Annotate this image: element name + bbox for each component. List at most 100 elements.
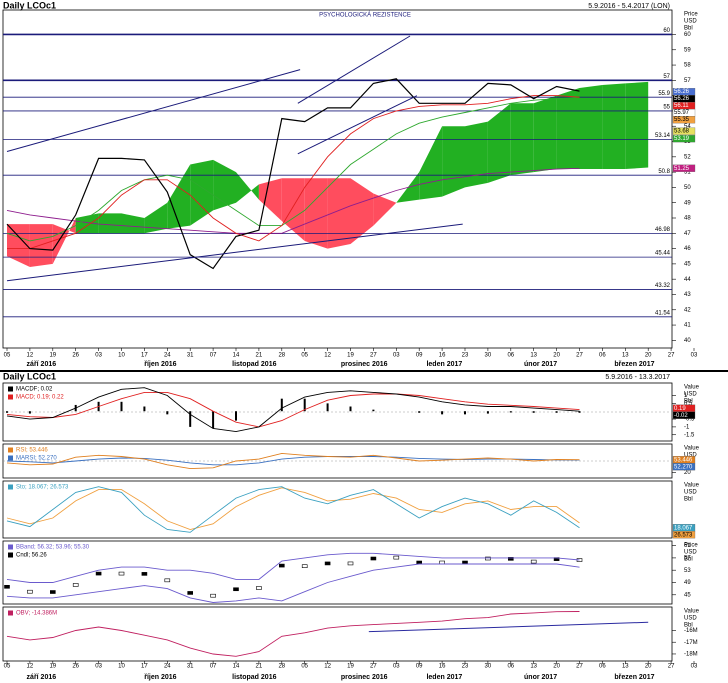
level-label: 55 [663,105,670,111]
unit-label: Bbl [684,399,693,405]
trend-line [6,223,463,282]
x-tick-label: 13 [530,353,537,359]
y-tick-label: 57 [684,555,691,561]
chart-subtitle: 5.9.2016 - 5.4.2017 (LON) [588,3,670,10]
series-line [7,95,580,250]
level-label: 55.9 [658,91,670,97]
legend-label: MARSI; 52.270 [16,456,57,462]
unit-label: USD [684,550,697,556]
x-tick-label: 31 [187,353,194,359]
legend-label: MACDF; 0.02 [16,387,53,393]
price-tag-label: 26.573 [674,532,693,538]
x-tick-label: 24 [164,353,171,359]
cloud [556,88,580,170]
pane [2,540,673,605]
x-tick-label: 06 [599,353,606,359]
x-tick-label: 06 [507,664,514,670]
y-tick-label: 44 [684,277,691,283]
x-tick-label: 05 [301,664,308,670]
cloud [487,103,511,183]
x-tick-label: 07 [210,664,217,670]
trend-line [297,95,418,155]
series-line [6,96,580,242]
x-tick-label: 06 [507,353,514,359]
cloud [281,178,305,241]
price-tag-label: -0.02 [674,413,688,419]
x-tick-label: 27 [576,664,583,670]
candle [347,561,354,566]
x-tick-label: 07 [210,353,217,359]
bar [280,398,283,412]
candle [324,561,331,566]
month-label: říjen 2016 [144,361,176,368]
price-tag-label: 53.68 [674,129,690,135]
series-line [6,486,580,533]
price-tag-label: 53.446 [674,457,693,463]
unit-label: Value [684,483,700,489]
y-tick-label: 52 [684,154,691,160]
x-tick-label: 24 [164,664,171,670]
cloud [98,213,122,234]
x-tick-label: 16 [439,353,446,359]
x-tick-label: 19 [49,353,56,359]
bar [166,411,169,415]
bar [464,411,466,415]
candle [4,584,10,589]
cloud [75,213,99,234]
bar [509,411,512,413]
price-tag-label: 52.270 [674,464,693,470]
month-label: říjen 2016 [144,674,176,681]
unit-label: USD [684,490,697,496]
x-tick-label: 03 [393,664,400,670]
trend-line [368,621,649,633]
x-tick-label: 05 [4,664,11,670]
annotation: PSYCHOLOGICKÁ REZISTENCE [319,12,411,19]
price-tag [672,134,696,143]
x-tick-label: 03 [95,353,102,359]
x-tick-label: 20 [553,664,560,670]
x-tick-label: 16 [439,664,446,670]
candle [233,587,239,592]
chart-title: Daily LCOc1 [3,371,56,381]
unit-label: USD [684,19,697,25]
unit-label: Bbl [684,557,693,563]
x-tick-label: 09 [416,353,423,359]
pane [2,480,673,539]
y-tick-label: 42 [684,307,691,313]
candle [301,564,308,569]
y-tick-label: 60 [684,32,691,38]
x-tick-label: 30 [485,664,492,670]
unit-label: Bbl [684,26,693,32]
bar [326,403,329,412]
x-tick-label: 10 [118,664,125,670]
x-tick-label: 20 [645,353,652,359]
price-tag-label: 18.067 [674,525,693,531]
pane [2,9,673,349]
x-tick-label: 28 [278,664,285,670]
x-tick-label: 23 [462,353,469,359]
legend-label: Cndl; 56.26 [16,553,47,559]
x-tick-label: 03 [691,664,698,670]
x-tick-label: 03 [691,353,698,359]
level-label: 53.14 [655,133,671,139]
cloud [190,159,214,226]
unit-label: Value [684,446,700,452]
level-label: 45.44 [655,251,671,257]
unit-label: Value [684,385,700,391]
bar [28,411,31,414]
x-tick-label: 21 [256,664,263,670]
cloud [373,193,397,226]
legend-label: RSI; 53.446 [16,448,48,454]
bar [6,411,8,413]
candle [393,555,400,560]
y-tick-label: 45 [684,261,691,267]
month-label: listopad 2016 [232,361,276,368]
cloud [442,126,465,197]
y-tick-label: 20 [684,470,691,476]
price-tag-label: 56.26 [674,89,690,95]
y-tick-label: 1 [684,393,688,399]
candle [507,557,514,561]
cloud [465,121,488,188]
chart-title: Daily LCOc1 [3,0,56,10]
